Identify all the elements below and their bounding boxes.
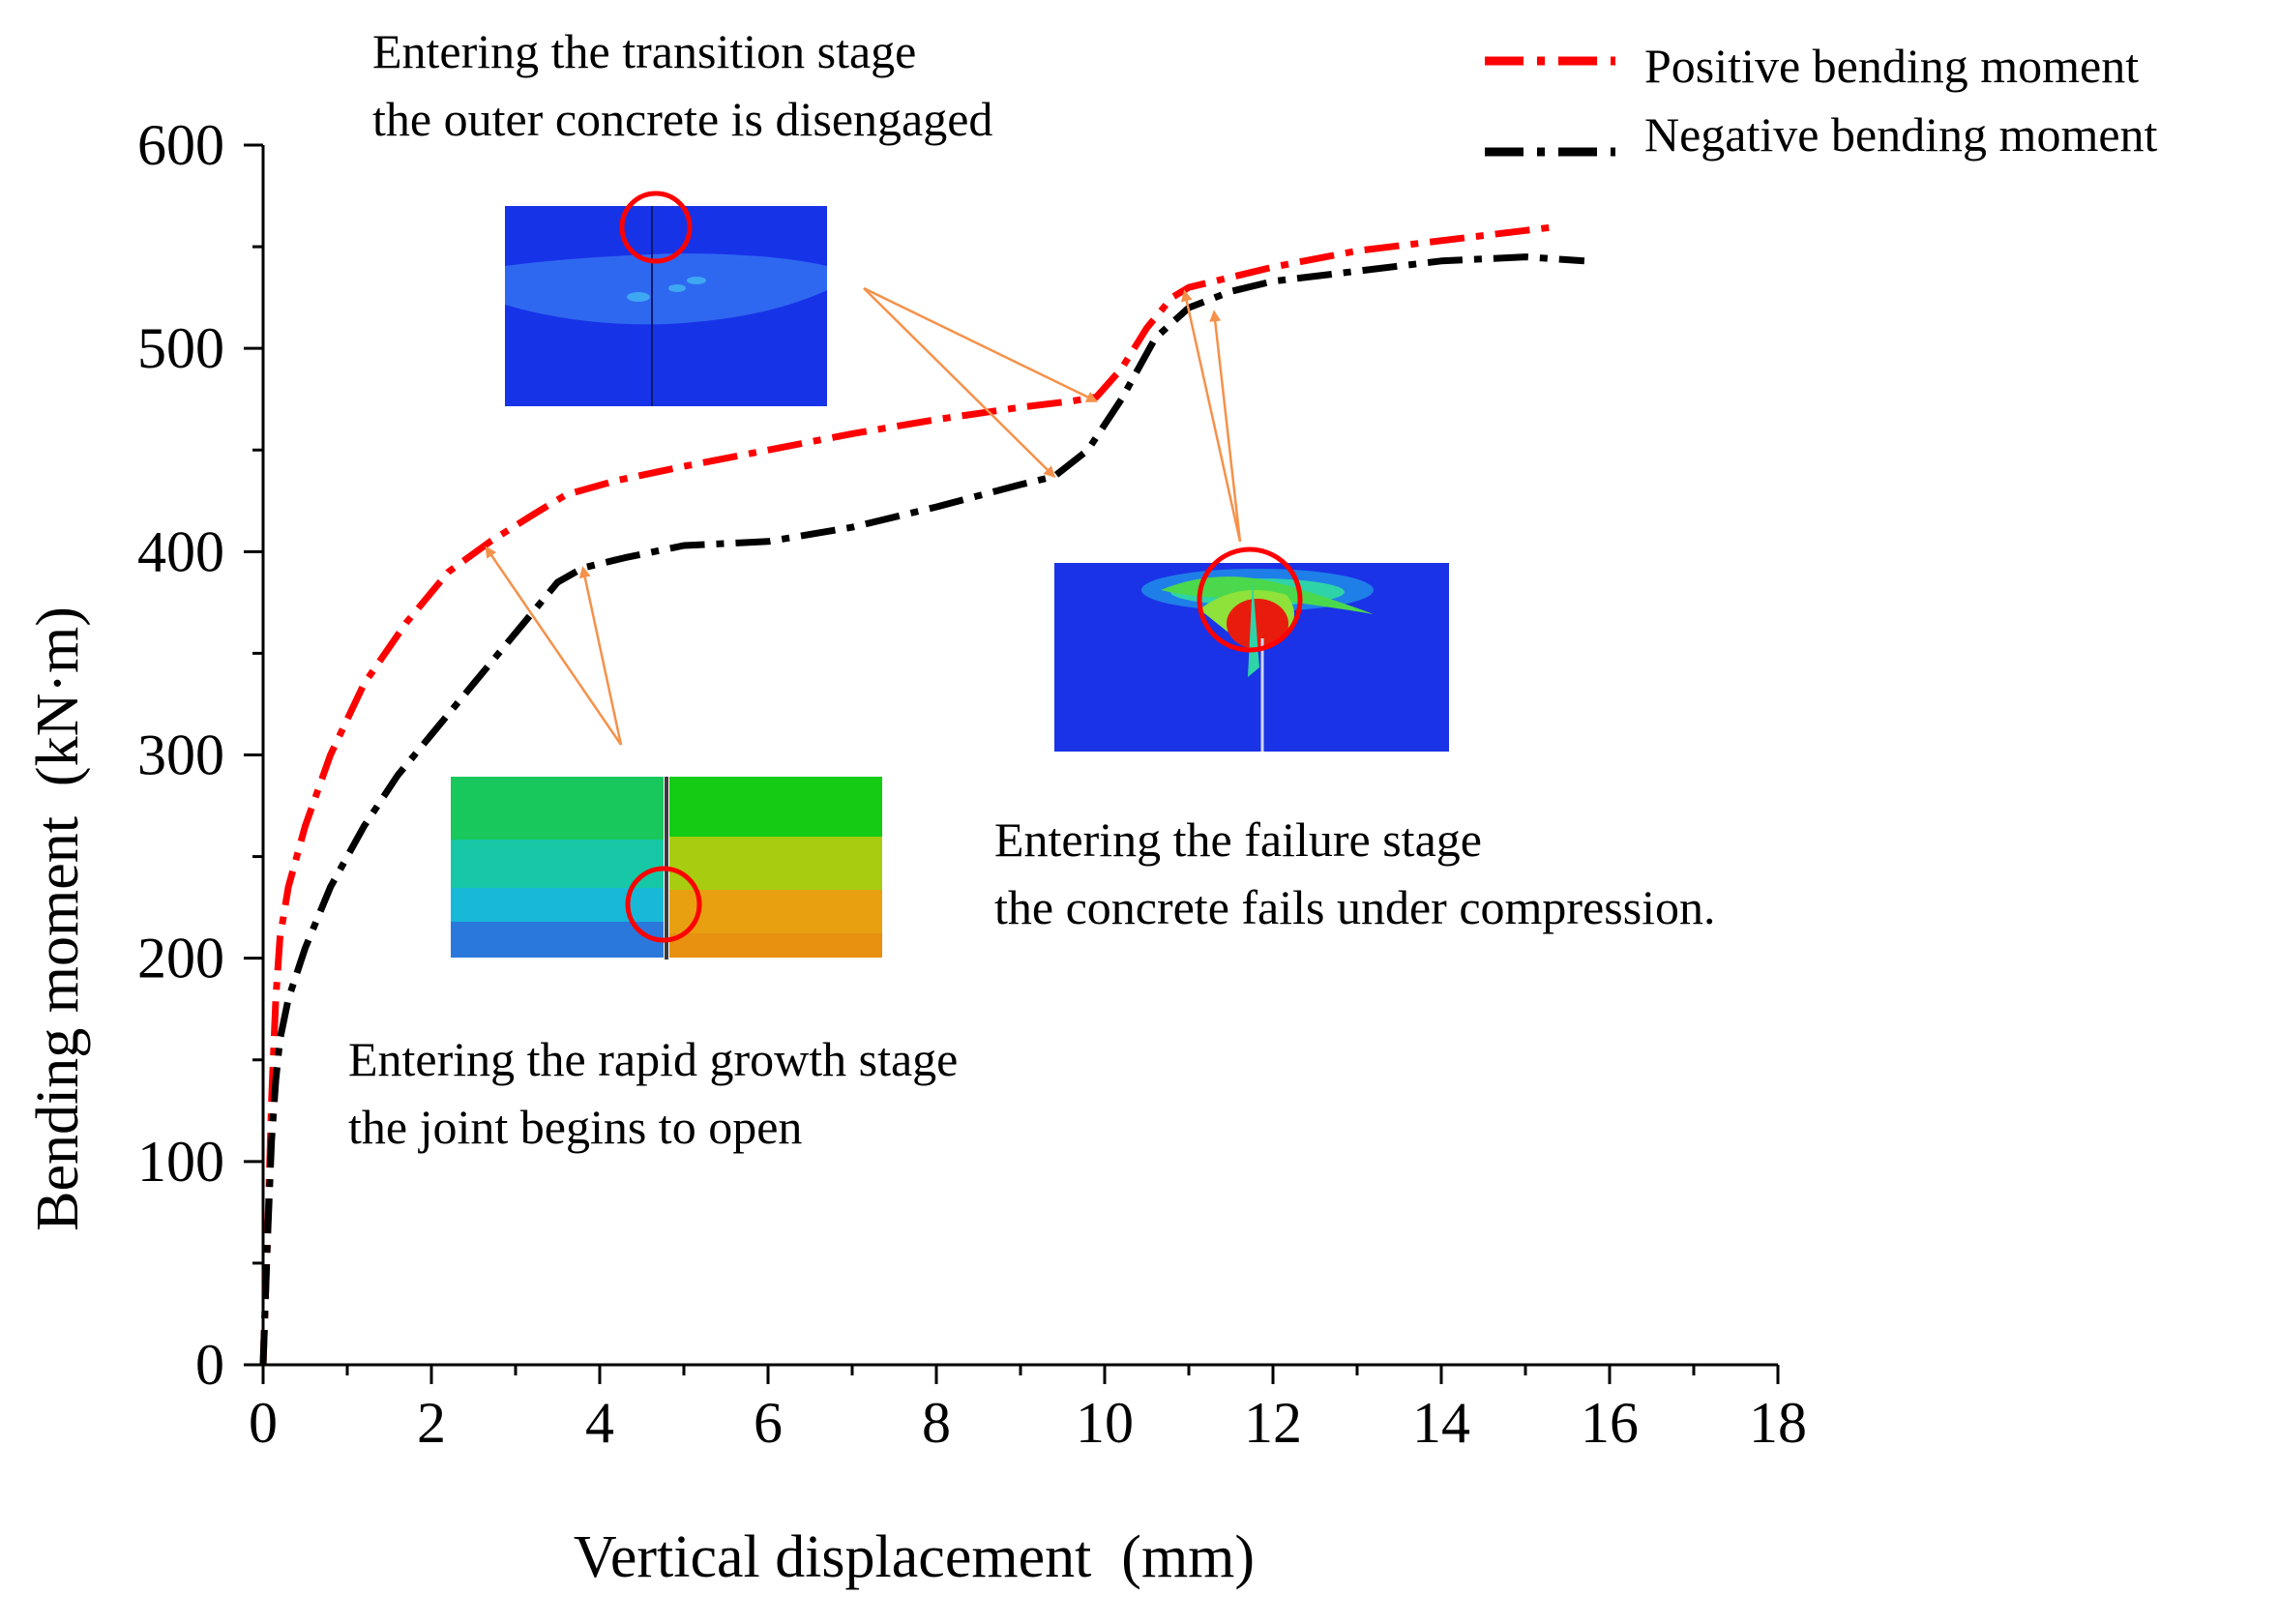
x-tick-label: 16 [1581, 1391, 1639, 1455]
axis-ticks [244, 143, 1780, 1384]
y-tick-label: 0 [195, 1333, 224, 1397]
x-tick-label: 12 [1244, 1391, 1302, 1455]
y-tick-label: 200 [137, 927, 224, 990]
highlight-circle [1197, 546, 1303, 653]
annotation-transition: Entering the transition stage the outer … [372, 24, 992, 146]
series-line-negative [259, 253, 1585, 1366]
x-tick-label: 0 [249, 1391, 278, 1455]
legend: Positive bending moment Negative bending… [1485, 39, 2158, 162]
x-tick-label: 4 [585, 1391, 614, 1455]
highlight-circle [619, 191, 693, 264]
annotation-text: Entering the failure stage [994, 812, 1482, 867]
x-tick-label: 2 [417, 1391, 446, 1455]
axes [261, 145, 1778, 1367]
series-line-positive [259, 222, 1560, 1366]
fem-inset-transition [505, 191, 827, 406]
x-tick-label: 18 [1749, 1391, 1807, 1455]
annotation-text: Entering the rapid growth stage [348, 1032, 958, 1086]
annotation-text: Entering the transition stage [372, 24, 916, 78]
y-tick-label: 500 [137, 316, 224, 380]
highlight-circle [625, 866, 702, 943]
annotation-arrow [1180, 289, 1242, 543]
x-tick-label: 8 [922, 1391, 951, 1455]
y-tick-label: 400 [137, 519, 224, 583]
annotation-arrow [863, 286, 1099, 402]
annotation-arrow [863, 287, 1056, 479]
axis-tick-labels: 0 2 4 6 8 10 12 14 16 18 0 100 200 300 400 500 600 [137, 113, 1807, 1455]
annotation-failure: Entering the failure stage the concrete … [994, 812, 1716, 934]
y-tick-label: 100 [137, 1130, 224, 1194]
annotation-arrow [485, 546, 623, 746]
legend-label-negative: Negative bending moment [1644, 107, 2158, 162]
fem-inset-failure [1054, 546, 1449, 752]
fem-inset-rapid [451, 777, 882, 960]
annotation-text: the joint begins to open [348, 1100, 802, 1154]
y-axis-title: Bending moment (kN·m) [25, 606, 91, 1231]
annotation-arrow [1209, 310, 1242, 543]
annotation-arrow [578, 566, 623, 746]
series-layer [259, 222, 1585, 1366]
y-tick-label: 600 [137, 113, 224, 177]
annotation-rapid: Entering the rapid growth stage the join… [348, 1032, 958, 1154]
y-tick-label: 300 [137, 723, 224, 787]
x-tick-label: 6 [754, 1391, 783, 1455]
x-axis-title: Vertical displacement (mm) [574, 1524, 1255, 1590]
annotation-text: the outer concrete is disengaged [372, 92, 992, 146]
annotation-text: the concrete fails under compression. [994, 880, 1716, 934]
x-tick-label: 14 [1412, 1391, 1470, 1455]
legend-label-positive: Positive bending moment [1644, 39, 2139, 93]
annotation-arrows [485, 286, 1242, 746]
x-tick-label: 10 [1076, 1391, 1134, 1455]
